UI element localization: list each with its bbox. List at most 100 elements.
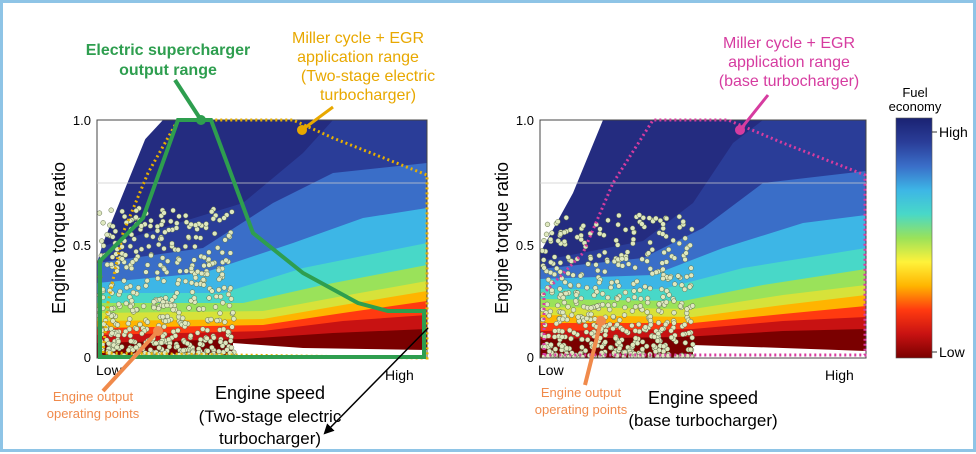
operating-point [657,217,664,224]
operating-point [661,343,667,349]
operating-point [663,321,669,328]
operating-point [161,324,167,330]
operating-point [588,311,594,317]
operating-point [99,238,105,244]
operating-point [682,340,688,346]
operating-point [615,242,621,248]
operating-point [227,285,234,291]
operating-point [123,300,129,307]
operating-point [130,289,136,296]
operating-point [629,322,635,329]
operating-point [666,292,672,298]
operating-point [682,235,688,241]
operating-point [611,302,618,308]
operating-point [116,301,122,307]
operating-point [578,295,584,302]
left-operating-label-2: operating points [47,406,140,421]
operating-point [594,289,600,295]
operating-point [656,301,662,307]
operating-point [654,338,661,344]
operating-point [588,330,595,337]
operating-point [110,234,116,240]
operating-point [683,250,689,256]
operating-point [180,315,186,321]
operating-point [127,303,134,310]
right-xtick-low: Low [538,362,565,378]
operating-point [687,346,694,353]
operating-point [631,294,638,300]
operating-point [164,302,170,309]
left-operating-leader [101,329,160,393]
operating-point [613,237,619,244]
operating-point [642,324,649,330]
operating-point [201,282,207,288]
operating-point [207,338,214,345]
operating-point [659,326,665,332]
operating-point [215,245,221,251]
operating-point [625,261,632,267]
operating-point [664,288,670,294]
operating-point [110,223,116,229]
operating-point [158,222,165,228]
operating-point [596,279,602,286]
operating-point [183,219,190,225]
operating-point [638,296,644,302]
operating-point [148,218,154,224]
operating-point [687,242,693,248]
operating-point [672,281,678,287]
operating-point [625,297,632,303]
operating-point [182,320,188,326]
operating-point [631,288,637,294]
operating-point [548,259,554,265]
operating-point [209,344,215,351]
operating-point [671,310,677,316]
operating-point [599,302,606,308]
operating-point [563,290,569,297]
operating-point [546,348,553,354]
operating-point [124,284,130,291]
operating-point [209,209,215,215]
operating-point [128,265,135,272]
operating-point [660,275,666,282]
operating-point [616,212,622,219]
operating-point [127,316,133,322]
operating-point [555,302,561,309]
operating-point [579,354,586,358]
operating-point [184,340,191,347]
operating-point [162,318,169,324]
operating-point [138,246,145,252]
operating-point [122,252,129,258]
operating-point [133,326,140,332]
left-supercharger-leader [173,78,203,122]
operating-point [583,329,590,335]
operating-point [154,269,160,276]
operating-point [579,336,585,343]
operating-point [131,236,137,242]
operating-point [684,274,690,280]
operating-point [110,318,116,324]
operating-point [156,345,162,351]
operating-point [117,288,123,295]
operating-point [637,287,643,293]
operating-point [217,339,224,345]
operating-point [135,285,142,291]
left-speed-arrow [323,327,429,435]
operating-point [559,343,565,349]
operating-point [645,299,651,306]
operating-point [668,334,675,341]
operating-point [575,314,581,320]
operating-point [547,236,554,243]
operating-point [555,218,561,225]
operating-point [216,348,222,355]
operating-point [568,336,574,342]
operating-point [164,313,170,320]
operating-point [639,221,645,227]
operating-point [688,272,694,279]
operating-point [212,230,218,237]
operating-point [676,214,682,220]
operating-point [222,237,228,243]
operating-point [146,243,152,250]
operating-point [646,215,652,221]
operating-point [629,308,636,314]
operating-point [636,321,642,328]
